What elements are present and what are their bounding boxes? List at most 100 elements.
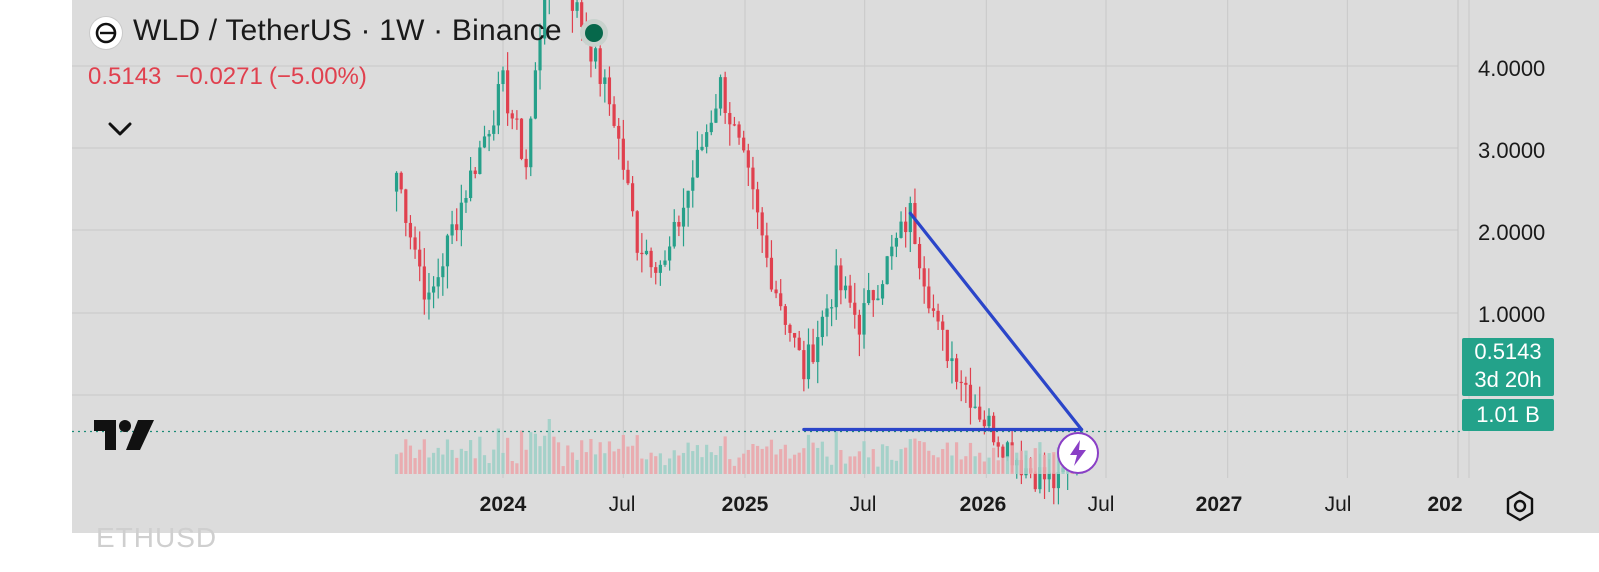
candle-body [1033, 472, 1037, 490]
candle-body [529, 118, 533, 168]
volume-bar [917, 441, 922, 474]
candle-body [816, 337, 820, 363]
candle-body [658, 264, 662, 273]
volume-bar [830, 464, 834, 474]
candle-body [621, 138, 625, 170]
volume-bar [1005, 456, 1010, 474]
candle-body [492, 125, 496, 134]
candle-body [825, 308, 829, 317]
volume-bar [765, 446, 769, 474]
volume-bar [538, 446, 542, 474]
candle-body [681, 207, 686, 227]
volume-bar [626, 446, 630, 474]
candle-body [913, 202, 917, 244]
candle-body [705, 132, 709, 147]
candle-body [399, 172, 403, 190]
candle-body [973, 406, 977, 408]
candle-body [788, 324, 792, 333]
volume-bar [978, 452, 982, 474]
candle-body [431, 286, 436, 293]
candle-body [672, 221, 676, 247]
volume-bar [422, 439, 426, 474]
volume-bar [931, 455, 936, 474]
candle-body [482, 136, 487, 148]
candle-body [612, 104, 616, 126]
volume-bar [927, 450, 931, 474]
volume-bar [691, 451, 695, 474]
candle-body [968, 384, 973, 408]
volume-bar [598, 442, 602, 474]
volume-bar [575, 459, 579, 474]
candle-body [455, 224, 459, 231]
volume-bar [1019, 450, 1023, 474]
lightning-icon[interactable] [1057, 432, 1099, 474]
volume-bar [603, 453, 607, 474]
volume-bar [1010, 445, 1014, 474]
x-tick-label: Jul [1087, 493, 1115, 516]
candle-body [1052, 472, 1056, 489]
volume-bar [922, 442, 926, 474]
volume-bar [529, 432, 533, 474]
candle-body [848, 285, 852, 303]
candle-body [792, 332, 797, 338]
price-change: −0.0271 [175, 63, 263, 90]
candle-body [862, 303, 866, 335]
volume-bar [464, 450, 468, 474]
candle-body [1005, 442, 1010, 458]
volume-bar [839, 450, 843, 474]
volume-bar [570, 452, 575, 474]
candle-body [857, 314, 861, 335]
candle-body [774, 289, 778, 294]
volume-bar [816, 447, 820, 474]
volume-bar [964, 456, 968, 474]
volume-bar [774, 454, 778, 474]
candle-body [760, 212, 764, 236]
candle-body [917, 243, 922, 269]
volume-bar [755, 445, 760, 474]
volume-bar [543, 435, 547, 474]
candle-body [996, 442, 1000, 447]
volume-bar [1033, 448, 1037, 474]
volume-bar [857, 451, 861, 474]
last-price-value: 0.5143 [1474, 339, 1542, 364]
candle-body [880, 284, 885, 299]
volume-bar [792, 454, 797, 474]
worldcoin-logo-icon [90, 17, 122, 49]
candle-body [732, 124, 737, 126]
volume-bar [445, 439, 450, 474]
candle-body [769, 257, 774, 290]
volume-bar [482, 455, 487, 474]
candle-body [538, 38, 542, 71]
candle-body [677, 221, 681, 227]
gear-icon[interactable] [1503, 489, 1537, 523]
volume-bar [742, 453, 746, 474]
volume-bar [936, 457, 940, 474]
market-status-dot-icon[interactable] [580, 19, 608, 47]
candle-body [603, 77, 607, 84]
volume-bar [593, 454, 598, 474]
volume-bar [515, 463, 519, 474]
volume-bar [982, 461, 986, 474]
volume-bar [1015, 452, 1019, 474]
volume-bar [700, 457, 704, 474]
volume-bar [658, 453, 662, 474]
current-price: 0.5143 [88, 63, 162, 90]
candle-body [1001, 446, 1005, 458]
candle-body [700, 146, 704, 150]
candle-body [820, 316, 824, 338]
candle-body [418, 249, 422, 267]
candle-body [723, 77, 727, 113]
chevron-down-icon[interactable] [104, 114, 136, 144]
candle-body [570, 0, 575, 11]
volume-bar [399, 452, 403, 474]
volume-bar [992, 447, 996, 474]
candle-body [473, 170, 477, 174]
symbol-title[interactable]: WLD / TetherUS · 1W · Binance [133, 14, 562, 47]
candle-body [422, 266, 426, 300]
volume-bar [566, 445, 570, 474]
volume-bar [441, 454, 445, 474]
candle-body [663, 260, 667, 265]
volume-bar [783, 444, 787, 474]
candle-body [575, 2, 579, 11]
candle-body [408, 222, 413, 238]
